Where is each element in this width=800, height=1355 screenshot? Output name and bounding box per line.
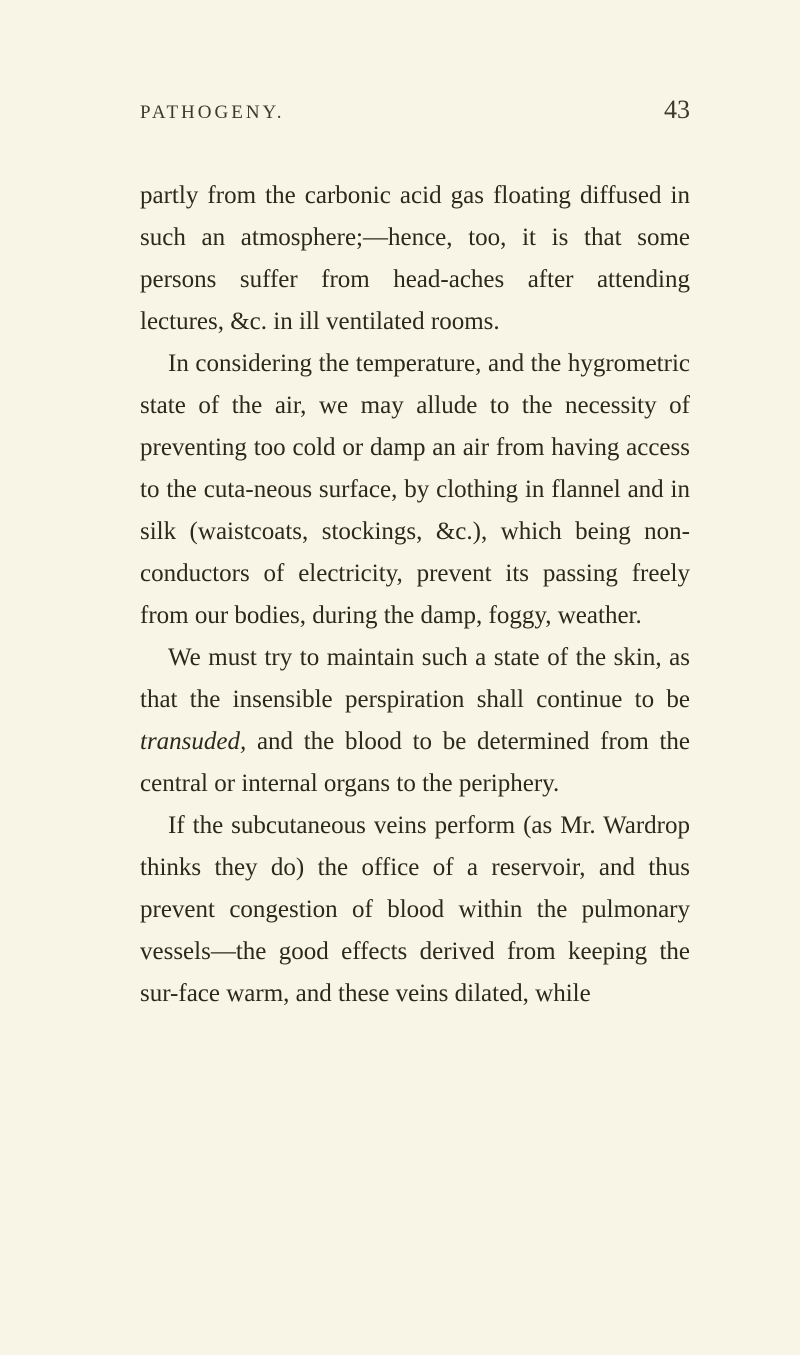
- page-header: PATHOGENY. 43: [140, 95, 690, 125]
- paragraph-3: We must try to maintain such a state of …: [140, 637, 690, 805]
- paragraph-2: In considering the temperature, and the …: [140, 343, 690, 637]
- paragraph-4: If the subcutaneous veins perform (as Mr…: [140, 805, 690, 1015]
- p3-text-1: We must try to maintain such a state of …: [140, 644, 690, 713]
- paragraph-1: partly from the carbonic acid gas floati…: [140, 175, 690, 343]
- p3-italic: transuded,: [140, 728, 246, 755]
- page-number: 43: [664, 95, 690, 125]
- body-text: partly from the carbonic acid gas floati…: [140, 175, 690, 1015]
- header-title: PATHOGENY.: [140, 102, 285, 124]
